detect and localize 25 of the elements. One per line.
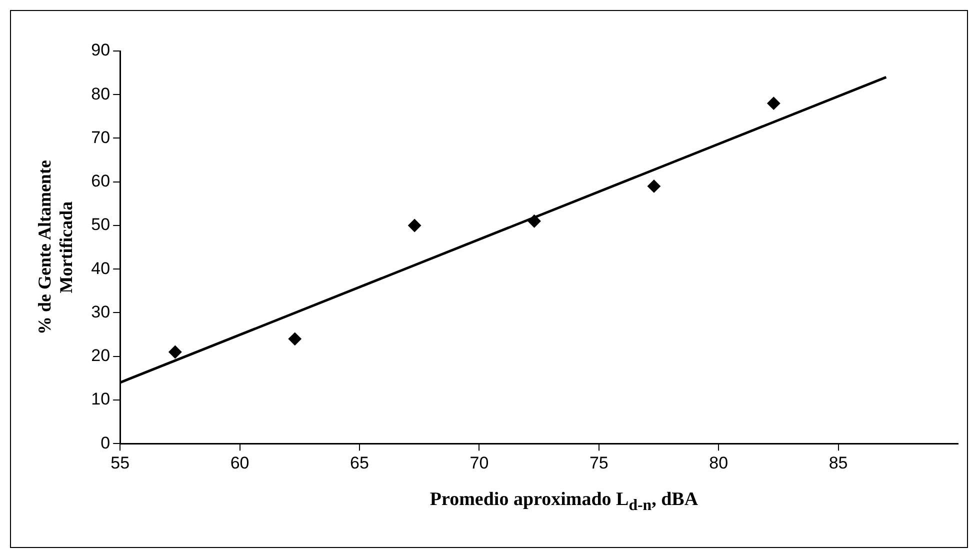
y-tick-label: 80 bbox=[91, 84, 110, 104]
y-tick-label: 0 bbox=[100, 433, 110, 452]
x-tick-label: 85 bbox=[828, 453, 848, 472]
point bbox=[168, 345, 182, 358]
y-tick-label: 50 bbox=[91, 215, 110, 234]
y-tick-label: 40 bbox=[91, 258, 110, 278]
x-tick-label: 75 bbox=[589, 453, 608, 472]
point bbox=[767, 96, 780, 110]
y-tick-label: 70 bbox=[91, 128, 110, 147]
y-tick-label: 20 bbox=[91, 346, 110, 366]
x-tick-label: 80 bbox=[709, 453, 728, 472]
point bbox=[288, 332, 302, 346]
x-tick-label: 70 bbox=[470, 453, 489, 472]
x-tick-label: 65 bbox=[350, 453, 369, 472]
y-tick-label: 10 bbox=[91, 390, 110, 409]
point bbox=[647, 180, 660, 193]
x-axis-title: Promedio aproximado L$_{d-n}$, dBA bbox=[428, 489, 700, 515]
y-axis-title: % de Gente Altamente Mortificada bbox=[34, 160, 76, 335]
point bbox=[528, 214, 541, 228]
point bbox=[408, 218, 422, 232]
y-tick-label: 30 bbox=[91, 302, 110, 322]
x-tick-label: 60 bbox=[230, 453, 250, 472]
x-tick-label: 55 bbox=[110, 453, 130, 472]
y-tick-label: 90 bbox=[91, 40, 110, 60]
y-tick-label: 60 bbox=[91, 172, 110, 191]
